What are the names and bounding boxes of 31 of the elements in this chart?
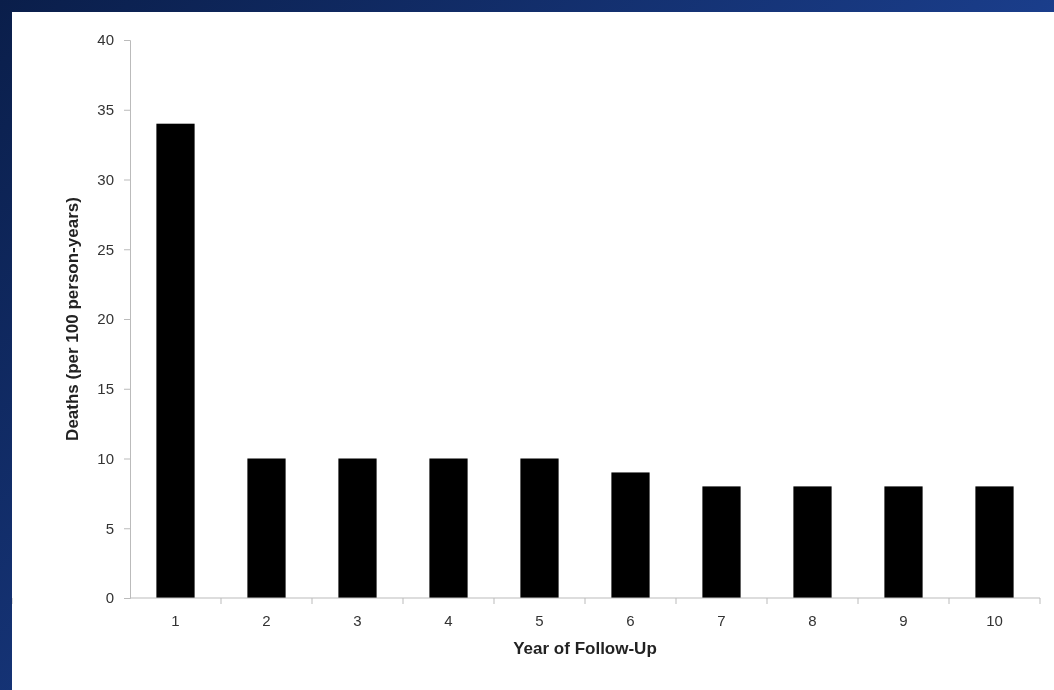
bar [247, 458, 286, 598]
y-tick-label: 30 [97, 170, 114, 188]
x-tick-label: 1 [171, 612, 180, 629]
bar [793, 486, 832, 598]
y-tick-label: 40 [97, 31, 114, 49]
bar [156, 123, 195, 598]
y-tick-label: 15 [97, 380, 114, 398]
y-tick-label: 20 [97, 310, 114, 328]
bar [338, 458, 377, 598]
bar [702, 486, 741, 598]
bar [429, 458, 468, 598]
x-tick-label: 10 [986, 612, 1003, 629]
x-tick-label: 3 [353, 612, 362, 629]
y-tick-label: 35 [97, 101, 114, 119]
y-tick-label: 5 [105, 519, 114, 537]
x-tick-label: 5 [535, 612, 544, 629]
x-tick-label: 8 [808, 612, 817, 629]
x-tick-label: 6 [626, 612, 635, 629]
x-tick-label: 2 [262, 612, 271, 629]
bar [611, 472, 650, 598]
x-tick-label: 9 [899, 612, 908, 629]
y-axis-title: Deaths (per 100 person-years) [63, 197, 82, 441]
y-tick-label: 25 [97, 240, 114, 258]
x-tick-label: 4 [444, 612, 453, 629]
y-tick-label: 10 [97, 449, 114, 467]
bar [884, 486, 923, 598]
x-tick-label: 7 [717, 612, 726, 629]
bar [520, 458, 559, 598]
y-tick-label: 0 [105, 589, 114, 607]
bar [975, 486, 1014, 598]
x-axis-title: Year of Follow-Up [513, 639, 657, 658]
